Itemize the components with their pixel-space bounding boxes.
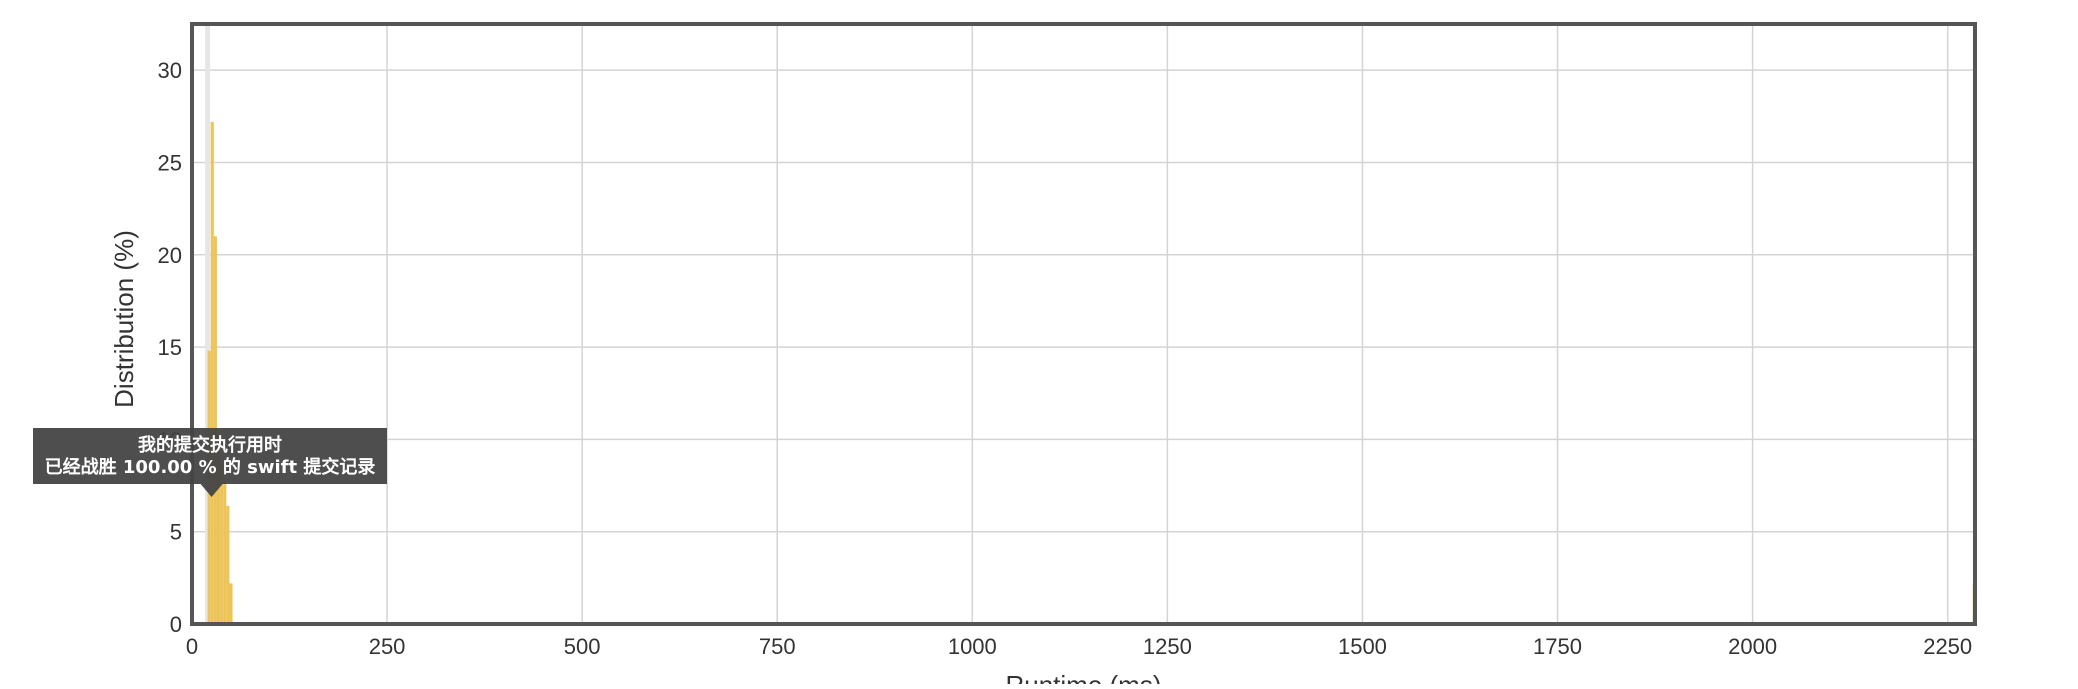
x-tick-labels: 0 250 500 750 1000 1250 1500 1750 2000 2250 (186, 634, 1972, 659)
bars (207, 121, 1976, 625)
x-tick-label: 1250 (1143, 634, 1192, 659)
x-tick-label: 0 (186, 634, 198, 659)
x-tick-label: 1500 (1338, 634, 1387, 659)
x-axis-title: Runtime (ms) (1005, 670, 1161, 684)
y-tick-labels: 051015202530 (158, 58, 182, 637)
distribution-bar (210, 121, 214, 624)
highlight-band (205, 24, 211, 624)
x-tick-label: 2000 (1728, 634, 1777, 659)
distribution-bar (226, 505, 230, 624)
plot-frame (190, 22, 1977, 626)
x-tick-label: 1000 (948, 634, 997, 659)
x-tick-label: 500 (564, 634, 601, 659)
x-tick-label: 250 (369, 634, 406, 659)
highlight-line (205, 24, 211, 624)
tooltip-line2: 已经战胜 100.00 % 的 swift 提交记录 (45, 456, 376, 478)
y-tick-label: 5 (170, 520, 182, 545)
submission-tooltip: 我的提交执行用时 已经战胜 100.00 % 的 swift 提交记录 (33, 428, 387, 497)
distribution-bar (220, 465, 224, 624)
x-tick-label: 2250 (1923, 634, 1972, 659)
tooltip-background (33, 428, 387, 497)
y-axis-title: Distribution (%) (109, 230, 139, 408)
distribution-bar (229, 583, 233, 624)
x-tick-label: 1750 (1533, 634, 1582, 659)
y-tick-label: 20 (158, 243, 182, 268)
y-tick-label: 30 (158, 58, 182, 83)
x-tick-label: 750 (759, 634, 796, 659)
y-tick-label: 0 (170, 612, 182, 637)
y-tick-label: 15 (158, 335, 182, 360)
tooltip-line1: 我的提交执行用时 (138, 434, 282, 456)
y-tick-label: 25 (158, 150, 182, 175)
grid (191, 24, 1975, 625)
distribution-bar (223, 480, 227, 624)
distribution-bar (216, 435, 221, 624)
